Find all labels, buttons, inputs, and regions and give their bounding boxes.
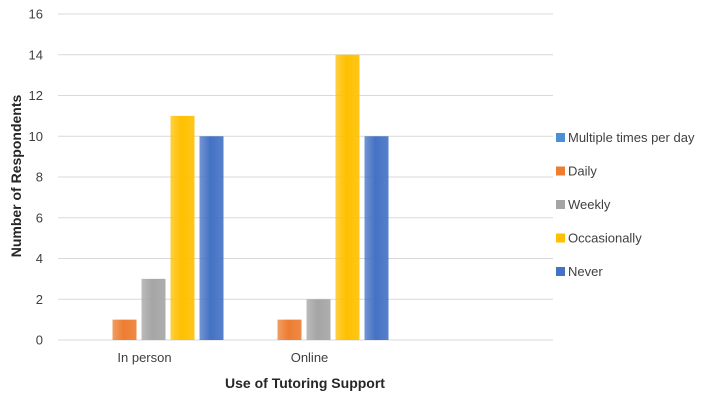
y-axis-title: Number of Respondents bbox=[8, 95, 24, 258]
legend-label: Daily bbox=[568, 164, 597, 179]
y-axis-ticks: 0 2 4 6 8 10 12 14 16 bbox=[29, 7, 43, 348]
legend: Multiple times per day Daily Weekly Occasio… bbox=[556, 130, 695, 279]
bar-occasionally-in-person bbox=[170, 115, 195, 340]
x-axis-title: Use of Tutoring Support bbox=[225, 375, 385, 391]
legend-label: Multiple times per day bbox=[568, 130, 695, 145]
x-axis-categories: In person Online bbox=[117, 350, 328, 365]
x-category-label: Online bbox=[291, 350, 329, 365]
legend-label: Never bbox=[568, 264, 603, 279]
bar-daily-in-person bbox=[112, 319, 137, 340]
y-tick-label: 8 bbox=[36, 170, 43, 185]
y-tick-label: 0 bbox=[36, 333, 43, 348]
y-tick-label: 4 bbox=[36, 251, 43, 266]
y-tick-label: 2 bbox=[36, 292, 43, 307]
bar-occasionally-online bbox=[335, 54, 360, 340]
y-tick-label: 16 bbox=[29, 7, 43, 22]
y-tick-label: 6 bbox=[36, 210, 43, 225]
legend-swatch bbox=[556, 233, 565, 243]
bar-daily-online bbox=[277, 319, 302, 340]
legend-swatch bbox=[556, 133, 565, 142]
bar-never-online bbox=[364, 136, 389, 340]
x-category-label: In person bbox=[117, 350, 171, 365]
legend-swatch bbox=[556, 200, 565, 209]
bar-weekly-online bbox=[306, 299, 331, 340]
legend-swatch bbox=[556, 267, 565, 276]
legend-label: Occasionally bbox=[568, 231, 642, 246]
gridlines bbox=[58, 13, 553, 341]
bar-weekly-in-person bbox=[141, 278, 166, 340]
legend-label: Weekly bbox=[568, 197, 611, 212]
y-tick-label: 14 bbox=[29, 47, 43, 62]
y-tick-label: 12 bbox=[29, 88, 43, 103]
bar-never-in-person bbox=[199, 136, 224, 340]
legend-swatch bbox=[556, 166, 565, 176]
bars bbox=[112, 54, 389, 340]
y-tick-label: 10 bbox=[29, 129, 43, 144]
